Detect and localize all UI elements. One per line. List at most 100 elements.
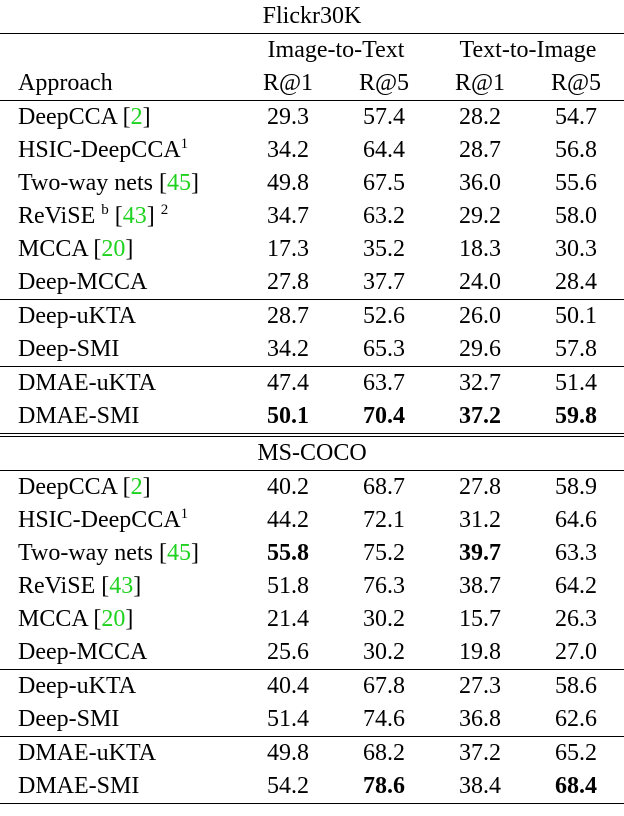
table-row: Deep-uKTA 28.7 52.6 26.0 50.1 — [0, 299, 624, 333]
value: 63.3 — [555, 540, 597, 566]
value: 65.3 — [363, 336, 405, 362]
value: 32.7 — [459, 370, 501, 396]
value-cell: 64.6 — [528, 504, 624, 537]
value: 70.4 — [363, 403, 405, 429]
value-cell: 18.3 — [432, 233, 528, 266]
value-cell: 29.3 — [240, 100, 336, 134]
value-cell: 30.3 — [528, 233, 624, 266]
value: 15.7 — [459, 606, 501, 632]
value-cell: 24.0 — [432, 266, 528, 300]
value: 18.3 — [459, 236, 501, 262]
approach-cell: Deep-MCCA — [0, 636, 240, 670]
value: 50.1 — [555, 303, 597, 329]
value-cell: 63.2 — [336, 200, 432, 233]
value-cell: 47.4 — [240, 366, 336, 400]
table-row: HSIC-DeepCCA1 34.2 64.4 28.7 56.8 — [0, 134, 624, 167]
value: 27.3 — [459, 673, 501, 699]
value-cell: 34.2 — [240, 134, 336, 167]
value-cell: 55.8 — [240, 537, 336, 570]
value: 28.7 — [459, 137, 501, 163]
value: 57.4 — [363, 104, 405, 130]
value-cell: 38.7 — [432, 570, 528, 603]
value: 74.6 — [363, 706, 405, 732]
table-row: DMAE-uKTA 49.8 68.2 37.2 65.2 — [0, 736, 624, 770]
table-row: Two-way nets [45] 55.8 75.2 39.7 63.3 — [0, 537, 624, 570]
value-cell: 27.3 — [432, 669, 528, 703]
value: 64.2 — [555, 573, 597, 599]
value-cell: 72.1 — [336, 504, 432, 537]
approach-text: HSIC-DeepCCA — [18, 507, 181, 533]
superscript: 1 — [180, 136, 189, 152]
approach-cell: Deep-uKTA — [0, 669, 240, 703]
value: 75.2 — [363, 540, 405, 566]
value: 56.8 — [555, 137, 597, 163]
header-cell — [0, 33, 240, 67]
value: 62.6 — [555, 706, 597, 732]
table-row: DeepCCA [2] 40.2 68.7 27.8 58.9 — [0, 470, 624, 504]
value-cell: 28.7 — [432, 134, 528, 167]
table-row: Deep-MCCA 27.8 37.7 24.0 28.4 — [0, 266, 624, 300]
table-row: Approach R@1 R@5 R@1 R@5 — [0, 67, 624, 101]
approach-cell: ReViSE b [43] 2 — [0, 200, 240, 233]
value: 72.1 — [363, 507, 405, 533]
value-cell: 39.7 — [432, 537, 528, 570]
value: 54.7 — [555, 104, 597, 130]
value-cell: 68.2 — [336, 736, 432, 770]
value-cell: 29.2 — [432, 200, 528, 233]
value: 34.7 — [267, 203, 309, 229]
column-header: R@5 — [550, 70, 602, 96]
value-cell: 34.7 — [240, 200, 336, 233]
value: 51.8 — [267, 573, 309, 599]
value: 67.5 — [363, 170, 405, 196]
table-row: MCCA [20] 21.4 30.2 15.7 26.3 — [0, 603, 624, 636]
approach-text: DeepCCA [ — [18, 474, 131, 500]
value: 28.4 — [555, 269, 597, 295]
value-cell: 62.6 — [528, 703, 624, 737]
value: 26.3 — [555, 606, 597, 632]
approach-cell: Two-way nets [45] — [0, 537, 240, 570]
value: 26.0 — [459, 303, 501, 329]
value: 29.3 — [267, 104, 309, 130]
value-cell: 36.0 — [432, 167, 528, 200]
value-cell: 34.2 — [240, 333, 336, 367]
value-cell: 51.4 — [528, 366, 624, 400]
approach-cell: DMAE-uKTA — [0, 366, 240, 400]
value: 30.3 — [555, 236, 597, 262]
value-cell: 30.2 — [336, 636, 432, 670]
table-row: DeepCCA [2] 29.3 57.4 28.2 54.7 — [0, 100, 624, 134]
value: 68.2 — [363, 740, 405, 766]
value-cell: 68.7 — [336, 470, 432, 504]
approach-text: ] — [142, 474, 151, 500]
value: 55.8 — [267, 540, 309, 566]
value: 28.2 — [459, 104, 501, 130]
value: 57.8 — [555, 336, 597, 362]
approach-text: ] — [142, 104, 151, 130]
section-title: Flickr30K — [262, 3, 362, 29]
column-header: R@1 — [262, 70, 314, 96]
value-cell: 59.8 — [528, 400, 624, 435]
table-row: ReViSE b [43] 2 34.7 63.2 29.2 58.0 — [0, 200, 624, 233]
value: 78.6 — [363, 773, 405, 799]
citation: 2 — [130, 104, 143, 130]
header-group: Image-to-Text — [240, 33, 432, 67]
value: 29.6 — [459, 336, 501, 362]
value: 24.0 — [459, 269, 501, 295]
superscript: 2 — [160, 202, 169, 218]
value: 31.2 — [459, 507, 501, 533]
table-row: Deep-SMI 34.2 65.3 29.6 57.8 — [0, 333, 624, 367]
citation: 2 — [130, 474, 143, 500]
value: 29.2 — [459, 203, 501, 229]
column-header: Approach — [18, 70, 113, 96]
value: 47.4 — [267, 370, 309, 396]
approach-cell: ReViSE [43] — [0, 570, 240, 603]
value-cell: 63.3 — [528, 537, 624, 570]
value-cell: 64.4 — [336, 134, 432, 167]
approach-text: HSIC-DeepCCA — [18, 137, 181, 163]
approach-text: DeepCCA [ — [18, 104, 131, 130]
value: 17.3 — [267, 236, 309, 262]
value-cell: 57.8 — [528, 333, 624, 367]
value: 34.2 — [267, 336, 309, 362]
value-cell: 58.6 — [528, 669, 624, 703]
